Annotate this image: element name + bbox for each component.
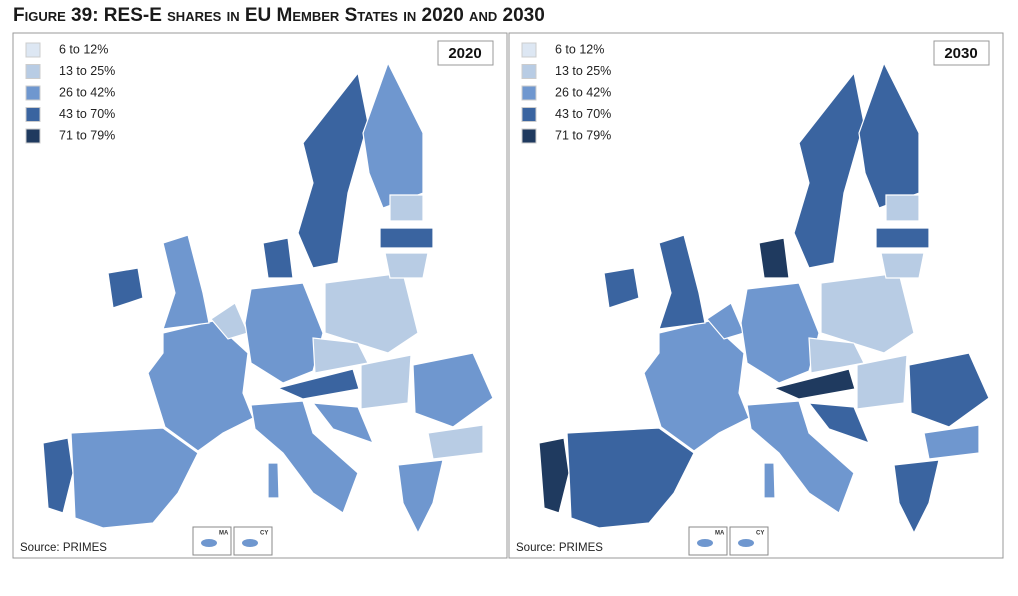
country-lithuania <box>384 252 429 279</box>
legend-swatch <box>25 64 41 79</box>
country-estonia <box>389 194 424 222</box>
country-lithuania <box>880 252 925 279</box>
country-finland <box>362 61 424 209</box>
country-sardinia <box>267 462 280 499</box>
country-latvia <box>379 227 434 249</box>
legend-label: 6 to 12% <box>59 42 108 56</box>
country-germany <box>244 282 324 384</box>
year-box <box>933 40 990 66</box>
country-austria <box>276 368 360 400</box>
inset-shape <box>242 539 258 547</box>
inset-label: CY <box>756 531 764 537</box>
legend-label: 43 to 70% <box>59 107 115 121</box>
country-ireland <box>107 267 144 309</box>
source-note: Source: PRIMES <box>516 542 603 554</box>
legend-label: 71 to 79% <box>555 128 611 142</box>
legend-label: 43 to 70% <box>555 107 611 121</box>
legend-swatch <box>521 64 537 79</box>
country-sweden <box>297 71 369 269</box>
map-panel: 6 to 12% 13 to 25% 26 to 42% 43 to 70% 71 to… <box>12 32 508 559</box>
inset-label: MA <box>219 531 229 537</box>
country-denmark <box>758 237 790 279</box>
inset-label: CY <box>260 531 268 537</box>
legend-swatch <box>521 107 537 122</box>
country-spain <box>566 427 695 529</box>
legend-label: 6 to 12% <box>555 42 604 56</box>
country-bulgaria <box>427 424 484 460</box>
figure-title: Figure 39: RES-E shares in EU Member Sta… <box>13 5 545 26</box>
legend-swatch <box>521 85 537 101</box>
legend-label: 13 to 25% <box>59 64 115 78</box>
year-label: 2020 <box>448 45 481 62</box>
inset-label: MA <box>715 531 725 537</box>
country-uk <box>162 234 210 330</box>
legend-label: 26 to 42% <box>59 85 115 99</box>
legend-label: 13 to 25% <box>555 64 611 78</box>
country-ireland <box>603 267 640 309</box>
year-label: 2030 <box>944 45 977 62</box>
country-romania <box>908 352 990 428</box>
country-france <box>643 320 750 452</box>
legend-label: 71 to 79% <box>59 128 115 142</box>
country-hungary <box>360 354 412 410</box>
legend-swatch <box>25 128 41 144</box>
country-france <box>147 320 254 452</box>
country-finland <box>858 61 920 209</box>
country-germany <box>740 282 820 384</box>
inset-shape <box>697 539 713 547</box>
country-uk <box>658 234 706 330</box>
legend-swatch <box>25 85 41 101</box>
country-portugal <box>42 437 74 514</box>
country-greece <box>893 459 940 535</box>
country-italy <box>250 400 359 514</box>
legend-swatch <box>25 107 41 122</box>
country-latvia <box>875 227 930 249</box>
country-denmark <box>262 237 294 279</box>
country-greece <box>397 459 444 535</box>
source-note: Source: PRIMES <box>20 542 107 554</box>
country-hungary <box>856 354 908 410</box>
country-austria <box>772 368 856 400</box>
map-panel: 6 to 12% 13 to 25% 26 to 42% 43 to 70% 71 to… <box>508 32 1004 559</box>
country-estonia <box>885 194 920 222</box>
legend-swatch <box>521 42 537 58</box>
country-bulgaria <box>923 424 980 460</box>
legend-label: 26 to 42% <box>555 85 611 99</box>
country-sardinia <box>763 462 776 499</box>
country-italy <box>746 400 855 514</box>
country-croatia <box>807 402 871 445</box>
country-portugal <box>538 437 570 514</box>
country-croatia <box>311 402 375 445</box>
inset-shape <box>738 539 754 547</box>
legend-swatch <box>521 128 537 144</box>
year-box <box>437 40 494 66</box>
country-sweden <box>793 71 865 269</box>
inset-shape <box>201 539 217 547</box>
country-spain <box>70 427 199 529</box>
legend-swatch <box>25 42 41 58</box>
country-romania <box>412 352 494 428</box>
